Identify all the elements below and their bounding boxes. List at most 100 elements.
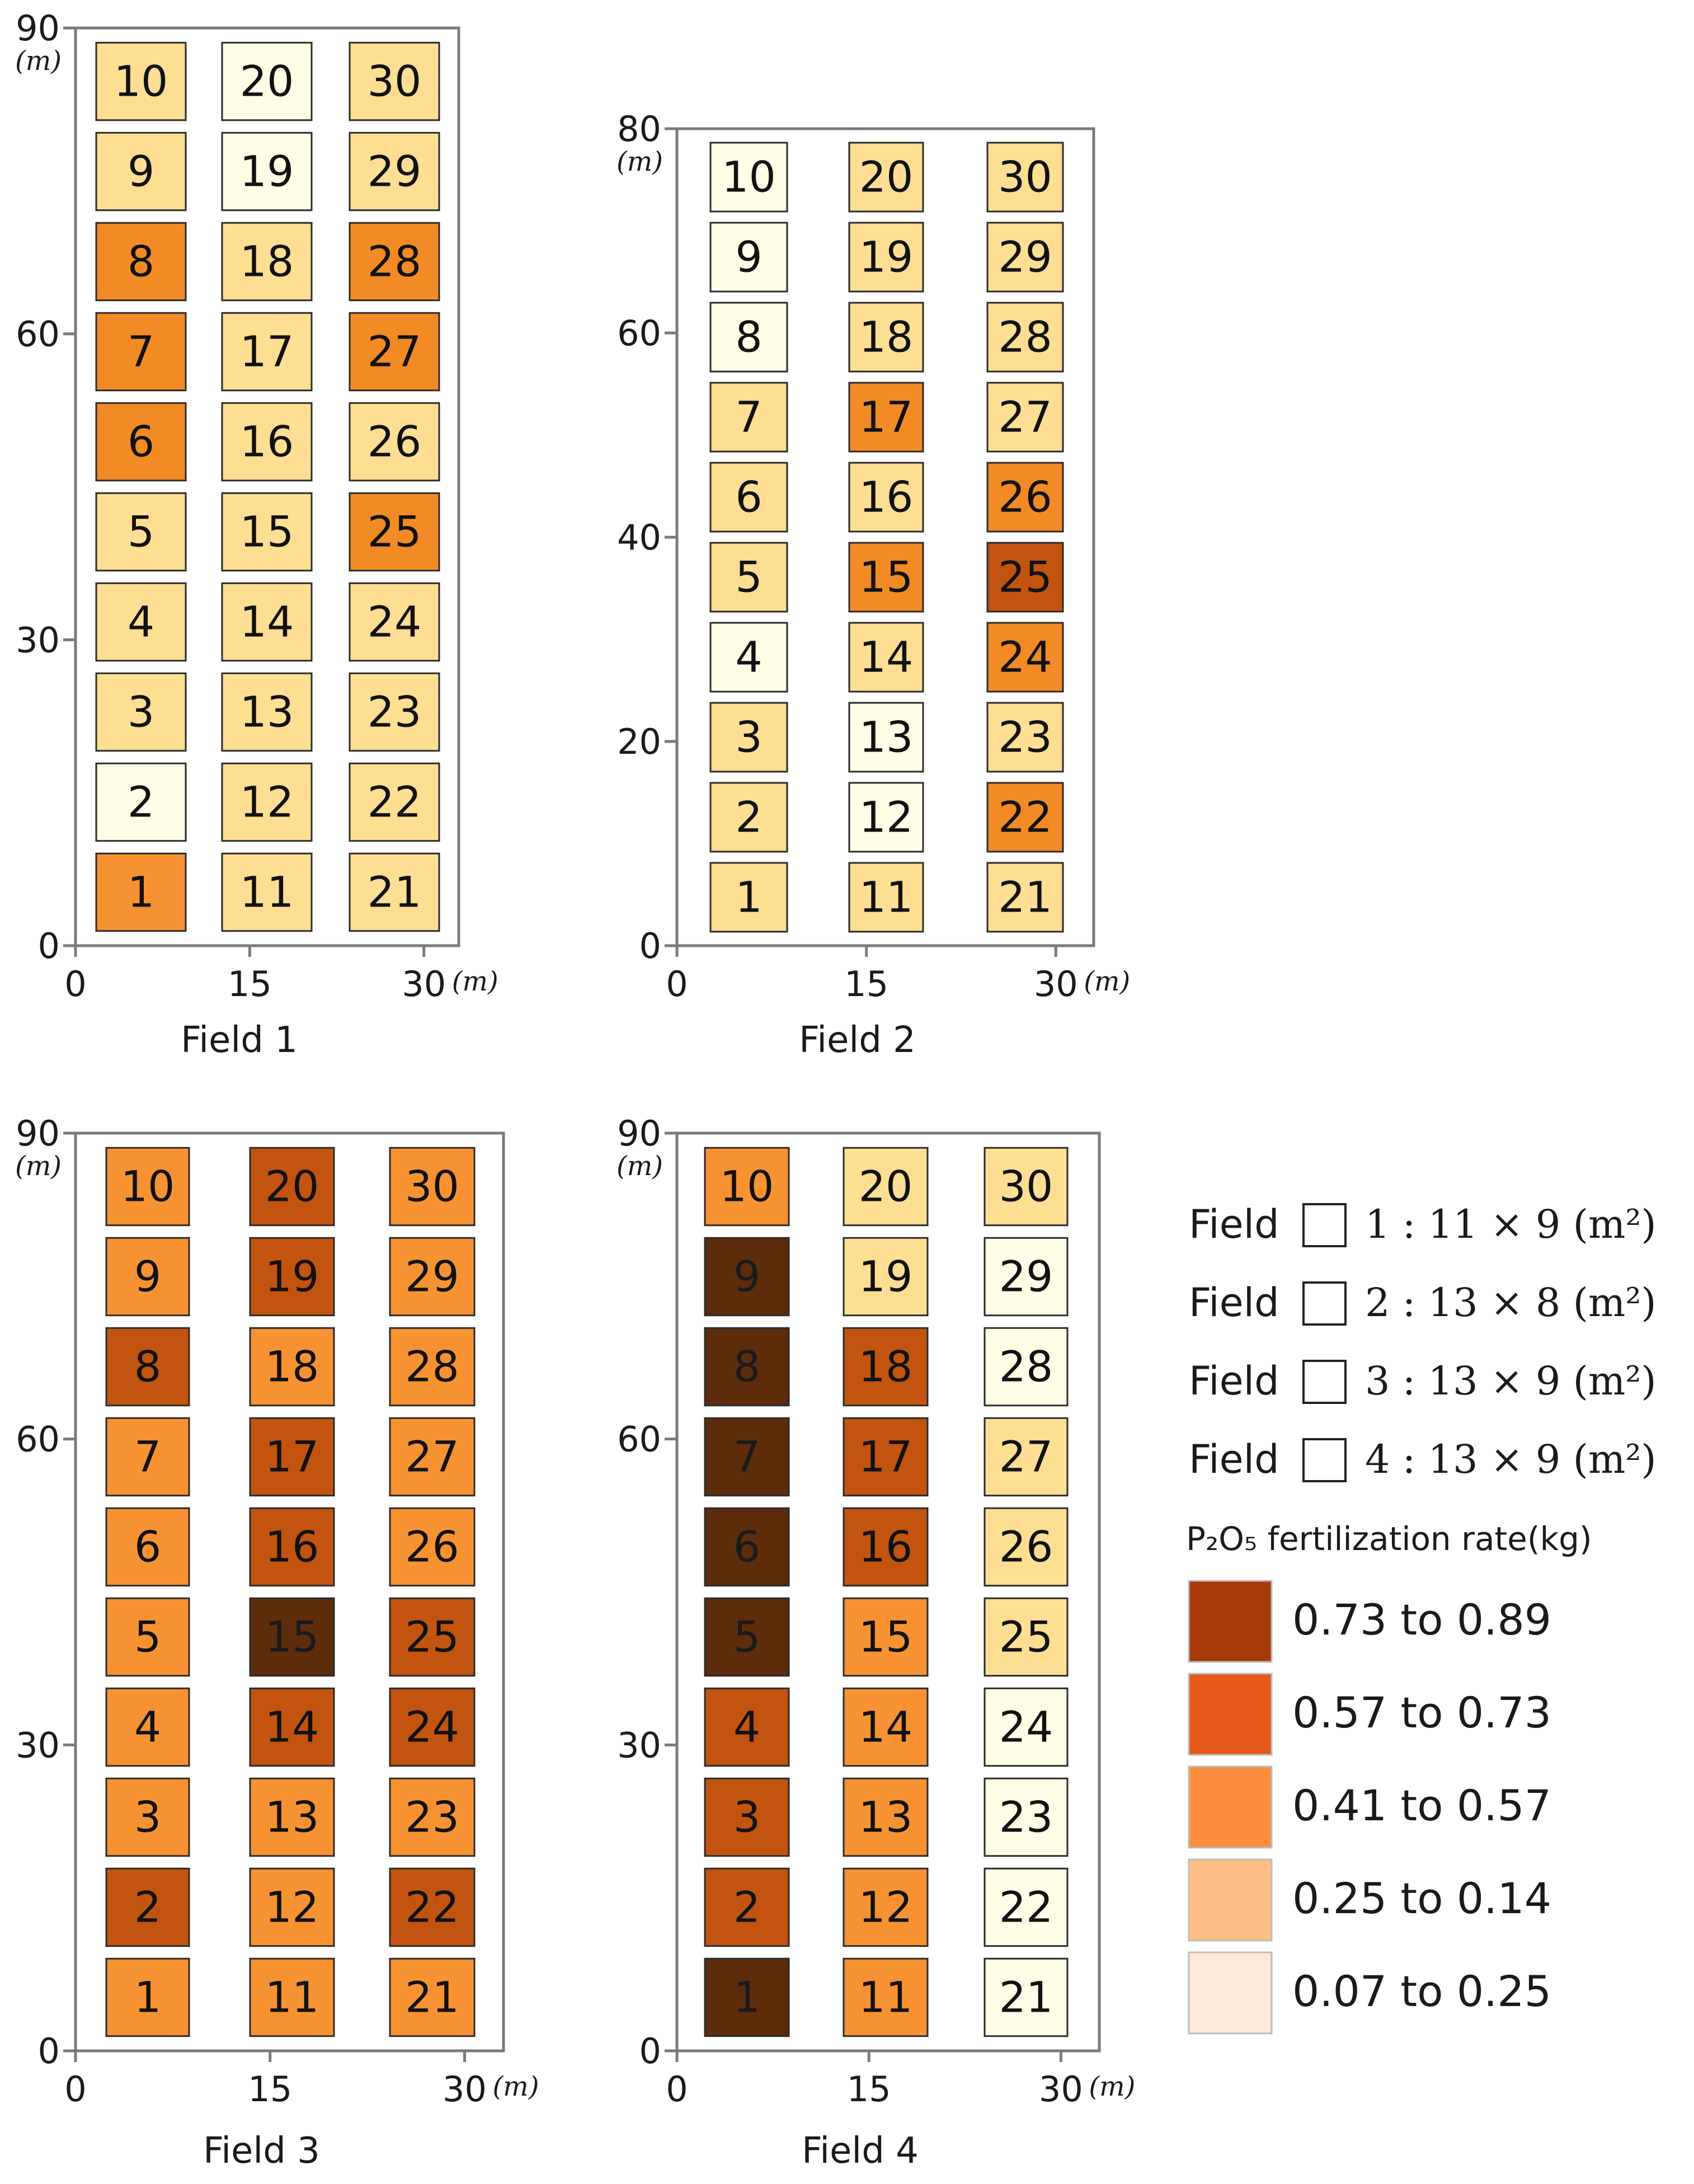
plot-number: 4	[134, 1702, 161, 1752]
legend-class-1: 0.73 to 0.89	[1188, 1580, 1551, 1663]
plot-cell	[249, 1957, 335, 2037]
plot-cell	[221, 762, 313, 842]
plot-23: 23	[349, 672, 440, 752]
plot-number: 1	[733, 1972, 760, 2022]
plot-cell	[843, 1687, 929, 1767]
y-tick-label: 30	[16, 1725, 60, 1765]
plot-23: 23	[986, 702, 1064, 773]
plot-2: 2	[95, 762, 187, 842]
plot-10: 10	[95, 41, 187, 121]
legend-field-dims: 3 : 13 × 9 (m²)	[1365, 1358, 1657, 1404]
plot-number: 26	[405, 1522, 459, 1572]
plot-cell	[221, 41, 313, 121]
plot-8: 8	[709, 302, 788, 373]
plot-cell	[105, 1417, 190, 1497]
plot-number: 30	[368, 57, 422, 106]
x-tick-label: 0	[666, 964, 688, 1004]
plot-cell	[848, 782, 924, 853]
legend-field-dims: 4 : 13 × 9 (m²)	[1365, 1436, 1657, 1482]
plot-number: 27	[998, 392, 1052, 442]
plot-10: 10	[105, 1147, 190, 1227]
plot-24: 24	[349, 582, 440, 662]
plot-cell	[848, 142, 924, 213]
legend-field-prefix: Field	[1189, 1358, 1279, 1404]
plot-number: 22	[998, 792, 1052, 842]
plot-number: 13	[265, 1792, 319, 1842]
plot-number: 22	[999, 1882, 1053, 1932]
plot-cell	[249, 1417, 335, 1497]
plot-number: 20	[859, 152, 914, 202]
plot-cell	[984, 1957, 1069, 2037]
plot-cell	[105, 1867, 190, 1947]
plot-number: 21	[405, 1972, 459, 2022]
plot-cell	[389, 1417, 476, 1497]
plot-number: 2	[733, 1882, 760, 1932]
plot-number: 19	[265, 1252, 319, 1302]
plot-number: 19	[859, 1252, 913, 1302]
plot-number: 14	[859, 1702, 913, 1752]
plot-number: 24	[999, 1702, 1053, 1752]
plot-13: 13	[848, 702, 924, 773]
plot-21: 21	[389, 1957, 476, 2037]
plot-cell	[709, 462, 788, 533]
plot-11: 11	[843, 1957, 929, 2037]
plot-cell	[704, 1237, 790, 1317]
plot-22: 22	[389, 1867, 476, 1947]
plot-cell	[984, 1507, 1069, 1587]
plot-cell	[984, 1687, 1069, 1767]
plot-29: 29	[349, 131, 440, 212]
plot-cell	[843, 1147, 929, 1227]
x-unit-label: (m)	[1084, 966, 1130, 997]
plot-number: 18	[240, 237, 294, 286]
plot-cell	[709, 542, 788, 613]
plot-cell	[349, 672, 440, 752]
plot-9: 9	[709, 222, 788, 293]
plot-cell	[984, 1417, 1069, 1497]
plot-cell	[843, 1597, 929, 1677]
y-tick-label: 30	[16, 619, 60, 660]
plot-cell	[704, 1687, 790, 1767]
legend-field-size-3: Field 3 : 13 × 9 (m²)	[1189, 1358, 1657, 1404]
plot-number: 24	[998, 632, 1052, 682]
plot-29: 29	[389, 1237, 476, 1317]
y-tick-label: 30	[617, 1725, 661, 1765]
legend-class-label: 0.73 to 0.89	[1292, 1595, 1551, 1645]
plot-6: 6	[105, 1507, 190, 1587]
plot-20: 20	[848, 142, 924, 213]
y-unit-label: (m)	[15, 1150, 62, 1182]
plot-2: 2	[704, 1867, 790, 1947]
plot-14: 14	[848, 622, 924, 693]
plot-number: 6	[733, 1522, 760, 1572]
plot-cell	[843, 1867, 929, 1947]
plot-cell	[843, 1417, 929, 1497]
plot-19: 19	[249, 1237, 335, 1317]
plot-number: 8	[735, 312, 762, 362]
plot-number: 9	[733, 1252, 760, 1302]
legend-class-2: 0.57 to 0.73	[1188, 1673, 1551, 1756]
plot-26: 26	[986, 462, 1064, 533]
plot-number: 1	[128, 867, 154, 917]
plot-cell	[105, 1507, 190, 1587]
plot-9: 9	[95, 131, 187, 212]
plot-15: 15	[249, 1597, 335, 1677]
plot-cell	[848, 702, 924, 773]
plot-4: 4	[709, 622, 788, 693]
plot-1: 1	[105, 1957, 190, 2037]
plot-number: 6	[134, 1522, 161, 1572]
plot-1: 1	[709, 862, 788, 933]
plot-number: 29	[998, 232, 1052, 282]
plot-number: 27	[405, 1432, 459, 1482]
x-unit-label: (m)	[452, 966, 498, 997]
plot-cell	[221, 852, 313, 932]
legend-field-size-4: Field 4 : 13 × 9 (m²)	[1189, 1436, 1657, 1482]
plot-number: 8	[134, 1342, 161, 1392]
plot-number: 5	[735, 552, 762, 602]
y-tick-label: 80	[617, 109, 661, 149]
legend-box-icon	[1302, 1438, 1347, 1482]
plot-16: 16	[843, 1507, 929, 1587]
plot-11: 11	[848, 862, 924, 933]
plot-cell	[704, 1417, 790, 1497]
plot-12: 12	[249, 1867, 335, 1947]
plot-number: 27	[368, 327, 422, 377]
